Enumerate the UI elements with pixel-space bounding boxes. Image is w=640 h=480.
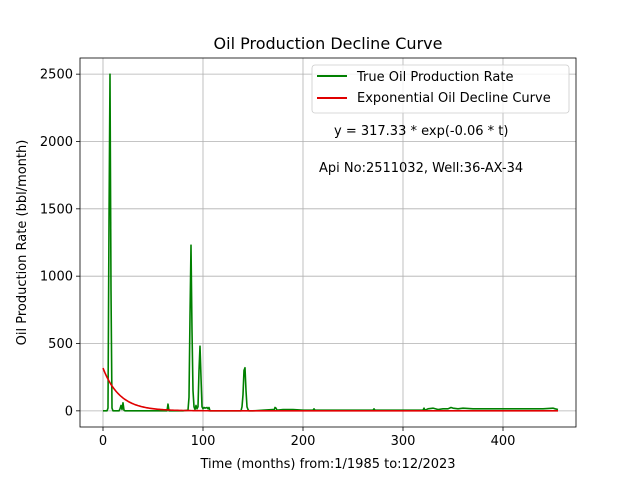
series-layer <box>102 73 559 412</box>
y-tick-label: 1000 <box>40 270 73 285</box>
legend: True Oil Production Rate Exponential Oil… <box>311 64 570 114</box>
y-tick-label: 500 <box>48 337 73 352</box>
legend-label-decline-curve: Exponential Oil Decline Curve <box>357 91 551 106</box>
legend-box <box>311 64 570 114</box>
x-axis-label: Time (months) from:1/1985 to:12/2023 <box>199 457 455 472</box>
x-tick-label: 0 <box>99 434 107 449</box>
legend-label-true-rate: True Oil Production Rate <box>356 70 513 85</box>
exponential-decline-curve-line <box>102 367 558 412</box>
x-tick-label: 100 <box>191 434 216 449</box>
y-tick-label: 1500 <box>40 202 73 217</box>
axis-ticks: 0 100 200 300 400 0 500 1000 1500 2000 2500 <box>40 68 516 449</box>
well-info-annotation: Api No:2511032, Well:36-AX-34 <box>319 161 523 176</box>
y-tick-label: 2000 <box>40 135 73 150</box>
x-tick-label: 300 <box>391 434 416 449</box>
x-tick-label: 400 <box>491 434 516 449</box>
plot-frame <box>79 57 577 428</box>
y-tick-label: 2500 <box>40 68 73 83</box>
y-axis-label: Oil Production Rate (bbl/month) <box>15 140 30 346</box>
y-tick-label: 0 <box>65 404 73 419</box>
chart-title: Oil Production Decline Curve <box>214 34 443 53</box>
fit-equation-annotation: y = 317.33 * exp(-0.06 * t) <box>334 124 508 139</box>
true-production-rate-line <box>103 73 559 412</box>
x-tick-label: 200 <box>291 434 316 449</box>
